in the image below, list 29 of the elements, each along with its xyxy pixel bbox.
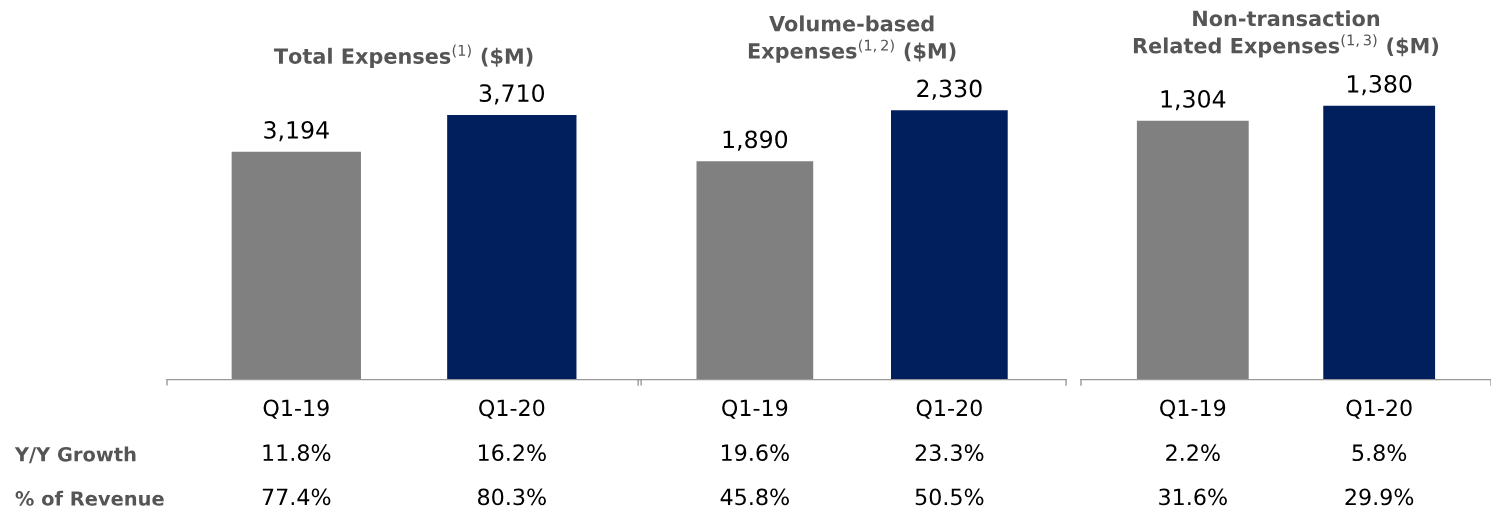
text: 45.8% bbox=[720, 488, 789, 506]
data-label: 1,304 bbox=[1161, 89, 1226, 111]
text: 2.2% bbox=[1166, 444, 1220, 462]
text: 5.8% bbox=[1352, 444, 1407, 462]
x-tick-label: Q1-20 bbox=[916, 399, 982, 419]
data-label: 2,330 bbox=[917, 79, 982, 100]
chart-title: Non-transaction Related Expenses$^{(1,3)}$ ($M) bbox=[1133, 10, 1439, 58]
text: Y/Y Growth bbox=[14, 446, 136, 464]
x-tick-label: Q1-20 bbox=[479, 399, 545, 419]
text: 19.6% bbox=[722, 444, 789, 462]
x-tick-label: Q1-19 bbox=[263, 399, 329, 419]
text: 77.4% bbox=[262, 488, 331, 506]
chart-title: Volume-based Expenses$^{(1,2)}$ ($M) bbox=[748, 15, 956, 63]
x-tick-label: Q1-19 bbox=[722, 399, 788, 419]
text: 16.2% bbox=[478, 444, 546, 462]
data-label: 3,710 bbox=[479, 84, 545, 105]
data-label: 1,890 bbox=[723, 130, 788, 151]
text: 31.6% bbox=[1159, 488, 1227, 506]
chart-title: Total Expenses$^{(1)}$ ($M) bbox=[273, 44, 533, 68]
x-tick-label: Q1-20 bbox=[1346, 399, 1412, 419]
text: 50.5% bbox=[915, 488, 984, 506]
text: 29.9% bbox=[1345, 488, 1414, 506]
data-label: 3,194 bbox=[264, 121, 329, 142]
data-label: 1,380 bbox=[1347, 74, 1412, 96]
text: % of Revenue bbox=[15, 490, 164, 506]
text: 80.3% bbox=[478, 488, 546, 506]
text: 11.8% bbox=[263, 444, 331, 462]
text: 23.3% bbox=[915, 444, 984, 462]
x-tick-label: Q1-19 bbox=[1160, 399, 1226, 419]
